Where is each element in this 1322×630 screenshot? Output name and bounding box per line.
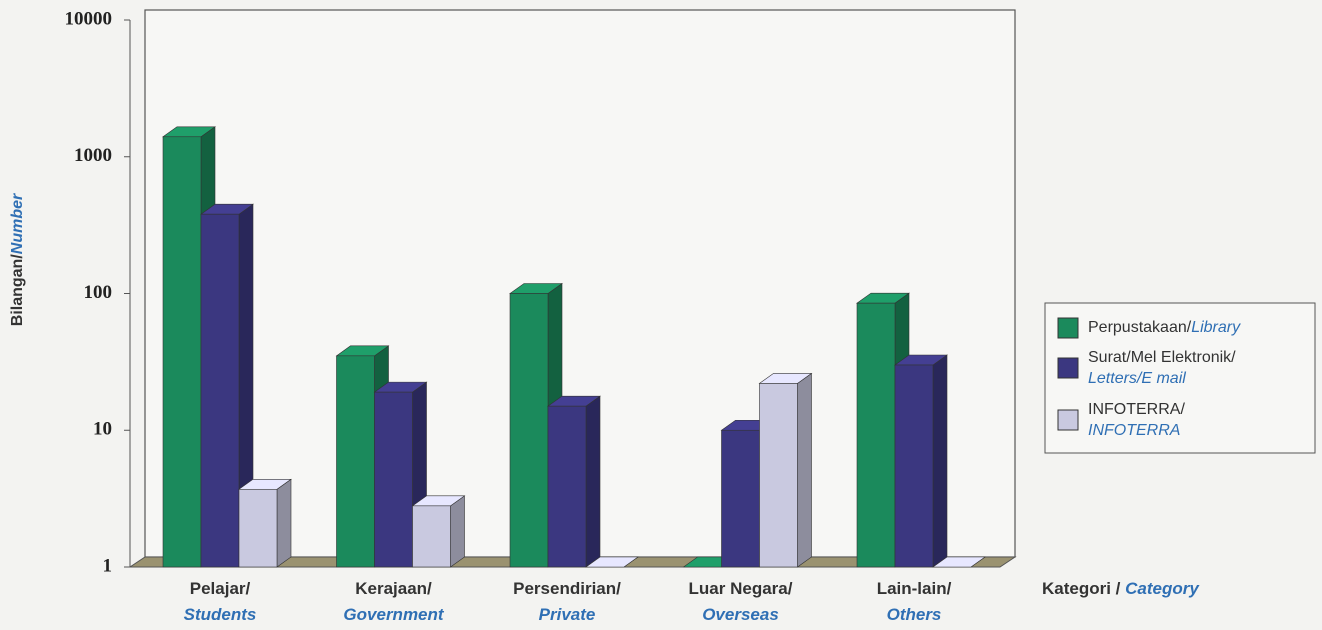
y-label-part: Bilangan/ [9, 254, 26, 327]
y-tick-label: 1000 [74, 145, 112, 166]
y-label-part: Number [9, 193, 26, 254]
bar [547, 405, 587, 568]
y-tick-label: 1 [103, 555, 113, 576]
bar-side [932, 354, 948, 568]
x-tick-label-part: Overseas [702, 605, 779, 624]
x-tick-label: Lain-lain/Others [877, 579, 952, 624]
legend-swatch [1057, 317, 1079, 339]
bar [894, 364, 934, 568]
bar [509, 293, 549, 568]
bar-top [932, 556, 986, 568]
bar-side [797, 372, 812, 568]
bar [336, 355, 375, 568]
y-tick-label: 100 [84, 282, 113, 303]
bar [374, 391, 413, 568]
legend-label-part: INFOTERRA [1088, 422, 1180, 439]
x-tick-label: Luar Negara/Overseas [689, 579, 793, 624]
legend [1044, 302, 1316, 454]
bar [200, 213, 240, 568]
bar [412, 505, 451, 568]
x-tick-label-part: Others [887, 605, 942, 624]
legend-label: INFOTERRA/INFOTERRA [1088, 401, 1185, 439]
x-tick-label-part: Students [184, 605, 257, 624]
x-label-part: Kategori / [1042, 579, 1125, 598]
x-axis-label: Kategori / Category [1042, 579, 1200, 598]
x-tick-label-part: Government [343, 605, 444, 624]
bar-side [585, 395, 601, 568]
bar [238, 488, 278, 568]
x-tick-label-part: Lain-lain/ [877, 579, 952, 598]
y-tick-label: 10 [93, 419, 112, 440]
legend-label: Perpustakaan/Library [1088, 319, 1241, 336]
bar-side [276, 478, 292, 568]
x-tick-label-part: Persendirian/ [513, 579, 621, 598]
x-tick-label: Kerajaan/Government [343, 579, 444, 624]
x-tick-label: Persendirian/Private [513, 579, 621, 624]
bar [721, 429, 760, 568]
legend-label-part: Letters/E mail [1088, 370, 1186, 387]
bar-side [450, 495, 465, 568]
legend-label-part: INFOTERRA/ [1088, 401, 1185, 418]
x-tick-label: Pelajar/Students [184, 579, 257, 624]
y-tick-label: 10000 [65, 8, 113, 29]
x-tick-label-part: Kerajaan/ [355, 579, 432, 598]
bar [759, 383, 798, 568]
x-tick-label-part: Private [539, 605, 596, 624]
legend-swatch [1057, 357, 1079, 379]
y-axis-label: Bilangan/Number [9, 193, 26, 326]
legend-swatch [1057, 409, 1079, 431]
legend-label: Surat/Mel Elektronik/Letters/E mail [1088, 349, 1236, 387]
legend-label-part: Surat/Mel Elektronik/ [1088, 349, 1236, 366]
bar [162, 136, 202, 568]
bar [856, 302, 896, 568]
x-label-part: Category [1125, 579, 1200, 598]
legend-label-part: Library [1191, 319, 1241, 336]
bar-top [585, 556, 639, 568]
legend-label-part: Perpustakaan/ [1088, 319, 1192, 336]
x-tick-label-part: Luar Negara/ [689, 579, 793, 598]
x-tick-label-part: Pelajar/ [190, 579, 251, 598]
